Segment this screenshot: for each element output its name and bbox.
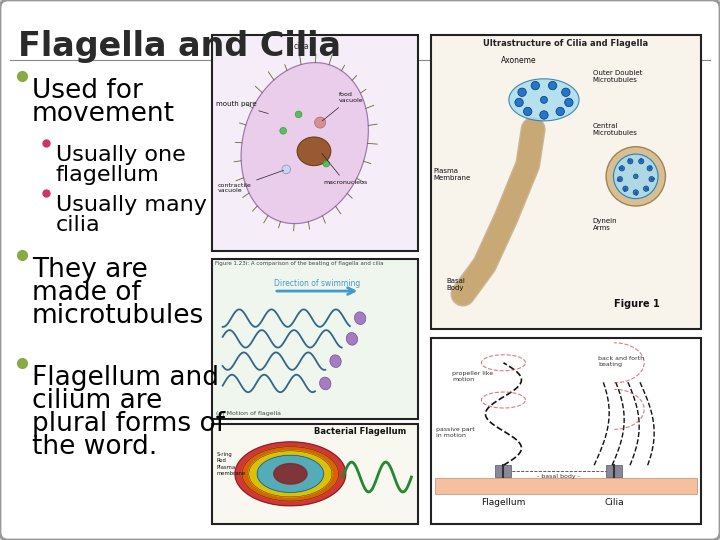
Circle shape [531, 82, 539, 90]
Circle shape [613, 154, 658, 199]
Circle shape [323, 160, 330, 167]
Text: Flagellum and: Flagellum and [32, 365, 219, 391]
Bar [431, 338, 701, 524]
Text: microtubules: microtubules [32, 303, 204, 329]
Ellipse shape [346, 333, 358, 345]
Circle shape [518, 88, 526, 97]
Text: S-ring
Rod: S-ring Rod [217, 453, 232, 463]
Text: passive part
in motion: passive part in motion [436, 427, 474, 438]
Bar [212, 35, 418, 251]
Text: Dynein
Arms: Dynein Arms [593, 218, 617, 231]
Text: Cilia: Cilia [604, 498, 624, 507]
Bar [212, 424, 418, 524]
Text: cilia: cilia [294, 42, 310, 51]
Bar [212, 259, 418, 418]
Circle shape [282, 165, 291, 174]
Circle shape [515, 98, 523, 107]
Text: Central
Microtubules: Central Microtubules [593, 123, 637, 137]
Text: Direction of swimming: Direction of swimming [274, 279, 360, 288]
Bar [606, 465, 622, 477]
Ellipse shape [330, 355, 341, 368]
Text: Outer Doublet
Microtubules: Outer Doublet Microtubules [593, 70, 642, 83]
Polygon shape [241, 63, 369, 224]
Circle shape [606, 147, 665, 206]
Text: Flagellum: Flagellum [481, 498, 526, 507]
Circle shape [540, 111, 548, 119]
Circle shape [562, 88, 570, 97]
Circle shape [295, 111, 302, 118]
Text: Axoneme: Axoneme [501, 56, 536, 65]
Circle shape [647, 166, 652, 171]
Bar [435, 478, 696, 494]
Polygon shape [235, 442, 346, 506]
Text: food
vacuole: food vacuole [323, 92, 363, 121]
Polygon shape [274, 464, 307, 484]
Ellipse shape [320, 377, 331, 390]
Ellipse shape [297, 137, 331, 166]
Text: Figure 1.23i: A comparison of the beating of flagella and cilia: Figure 1.23i: A comparison of the beatin… [215, 261, 384, 266]
Polygon shape [509, 79, 579, 121]
Circle shape [644, 186, 649, 191]
Text: They are: They are [32, 257, 148, 283]
Circle shape [617, 177, 623, 182]
Circle shape [634, 174, 638, 179]
Circle shape [639, 159, 644, 164]
Circle shape [628, 159, 633, 164]
Text: flagellum: flagellum [56, 165, 160, 185]
Text: Usually one: Usually one [56, 145, 186, 165]
Ellipse shape [354, 312, 366, 325]
Text: mouth pore: mouth pore [217, 101, 269, 113]
Polygon shape [249, 451, 332, 497]
Text: contractile
vacuole: contractile vacuole [217, 170, 284, 193]
Text: the word.: the word. [32, 434, 157, 460]
Text: Plasma
membrane: Plasma membrane [217, 465, 246, 476]
Circle shape [564, 98, 573, 107]
Text: Plasma
Membrane: Plasma Membrane [433, 167, 470, 180]
Text: propeller like
motion: propeller like motion [452, 371, 493, 382]
Circle shape [549, 82, 557, 90]
Text: Flagella and Cilia: Flagella and Cilia [18, 30, 341, 63]
Text: cilium are: cilium are [32, 388, 162, 414]
Circle shape [556, 107, 564, 116]
Circle shape [649, 177, 654, 182]
Circle shape [280, 127, 287, 134]
Circle shape [523, 107, 532, 116]
Text: Usually many: Usually many [56, 195, 207, 215]
Circle shape [315, 117, 325, 128]
Text: cilia: cilia [56, 215, 101, 235]
Polygon shape [242, 447, 338, 501]
Bar [495, 465, 511, 477]
Circle shape [633, 190, 639, 195]
Polygon shape [257, 455, 323, 492]
Text: made of: made of [32, 280, 141, 306]
Circle shape [541, 96, 547, 103]
Text: - basal body -: - basal body - [537, 474, 580, 479]
Bar [431, 35, 701, 329]
Circle shape [623, 186, 628, 191]
Circle shape [619, 166, 624, 171]
Text: (a) Motion of flagella: (a) Motion of flagella [217, 410, 282, 415]
Text: Ultrastructure of Cilia and Flagella: Ultrastructure of Cilia and Flagella [483, 39, 648, 48]
Text: Basal
Body: Basal Body [446, 278, 466, 291]
Text: plural forms of: plural forms of [32, 411, 225, 437]
Text: back and forth
beating: back and forth beating [598, 356, 644, 367]
Text: Used for: Used for [32, 78, 143, 104]
Text: macronucleus: macronucleus [322, 153, 367, 185]
Text: Bacterial Flagellum: Bacterial Flagellum [314, 427, 406, 436]
Text: movement: movement [32, 101, 175, 127]
Text: Figure 1: Figure 1 [614, 299, 660, 309]
